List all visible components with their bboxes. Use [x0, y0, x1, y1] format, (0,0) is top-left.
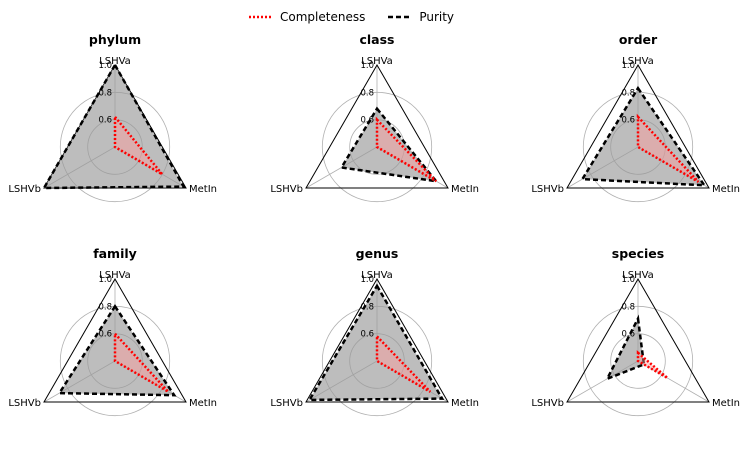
- radial-tick-label: 1.0: [98, 275, 112, 285]
- radial-tick-label: 0.6: [621, 330, 635, 340]
- axis-label-metin: MetIn: [712, 184, 740, 195]
- legend-swatch-completeness: [249, 15, 273, 19]
- series-purity-polygon: [339, 106, 440, 183]
- axis-label-lshva: LSHVa: [361, 56, 393, 67]
- radial-tick-label: 0.6: [621, 116, 635, 126]
- radial-tick-label: 0.6: [360, 116, 374, 126]
- axis-label-metin: MetIn: [451, 184, 479, 195]
- axis-label-lshva: LSHVa: [622, 270, 654, 281]
- legend-item-purity: Purity: [387, 10, 454, 24]
- frame-triangle: [566, 63, 710, 189]
- frame-triangle: [305, 277, 449, 403]
- series-completeness-polygon: [636, 350, 669, 380]
- radial-tick-label: 0.6: [98, 330, 112, 340]
- axis-label-lshvb: LSHVb: [8, 184, 41, 195]
- frame-triangle: [305, 63, 449, 189]
- chart-title: genus: [356, 246, 399, 261]
- axis-label-lshvb: LSHVb: [8, 398, 41, 409]
- series-completeness-polygon: [113, 113, 164, 176]
- chart-title: family: [93, 246, 137, 261]
- axis-label-metin: MetIn: [189, 398, 217, 409]
- axis-label-metin: MetIn: [712, 398, 740, 409]
- radial-tick-label: 1.0: [360, 61, 374, 71]
- frame-triangle: [43, 277, 187, 403]
- radial-tick-label: 0.8: [360, 302, 374, 312]
- chart-title: class: [359, 32, 394, 47]
- axis-label-lshvb: LSHVb: [531, 398, 564, 409]
- radial-tick-label: 0.6: [360, 330, 374, 340]
- chart-title: order: [619, 32, 658, 47]
- series-completeness-polygon: [375, 333, 432, 393]
- axis-label-lshvb: LSHVb: [270, 398, 303, 409]
- legend-swatch-purity: [388, 15, 413, 19]
- radial-tick-label: 0.8: [98, 88, 112, 98]
- legend-label-completeness: Completeness: [280, 10, 366, 24]
- axis-label-lshva: LSHVa: [99, 56, 131, 67]
- series-purity-polygon: [604, 314, 646, 382]
- axis-label-metin: MetIn: [189, 184, 217, 195]
- legend-item-completeness: Completeness: [248, 10, 365, 24]
- radial-tick-label: 0.6: [98, 116, 112, 126]
- series-completeness-polygon: [375, 116, 438, 183]
- axis-label-lshvb: LSHVb: [531, 184, 564, 195]
- chart-legend: Completeness Purity: [248, 10, 476, 24]
- axis-label-metin: MetIn: [451, 398, 479, 409]
- chart-title: phylum: [89, 32, 141, 47]
- axis-label-lshva: LSHVa: [361, 270, 393, 281]
- axis-label-lshva: LSHVa: [99, 270, 131, 281]
- spoke-line: [637, 360, 710, 403]
- series-completeness-polygon: [636, 113, 700, 183]
- radial-tick-label: 1.0: [98, 61, 112, 71]
- axis-label-lshva: LSHVa: [622, 56, 654, 67]
- radial-tick-label: 1.0: [360, 275, 374, 285]
- legend-label-purity: Purity: [419, 10, 455, 24]
- series-purity-polygon: [580, 85, 707, 187]
- radial-tick-label: 1.0: [621, 61, 635, 71]
- series-completeness-polygon: [113, 330, 170, 393]
- radial-tick-label: 0.8: [621, 88, 635, 98]
- radial-tick-label: 0.8: [621, 302, 635, 312]
- radial-tick-label: 0.8: [360, 88, 374, 98]
- radial-tick-label: 1.0: [621, 275, 635, 285]
- chart-title: species: [612, 246, 664, 261]
- radial-tick-label: 0.8: [98, 302, 112, 312]
- axis-label-lshvb: LSHVb: [270, 184, 303, 195]
- frame-triangle: [566, 277, 710, 403]
- series-purity-polygon: [57, 304, 177, 397]
